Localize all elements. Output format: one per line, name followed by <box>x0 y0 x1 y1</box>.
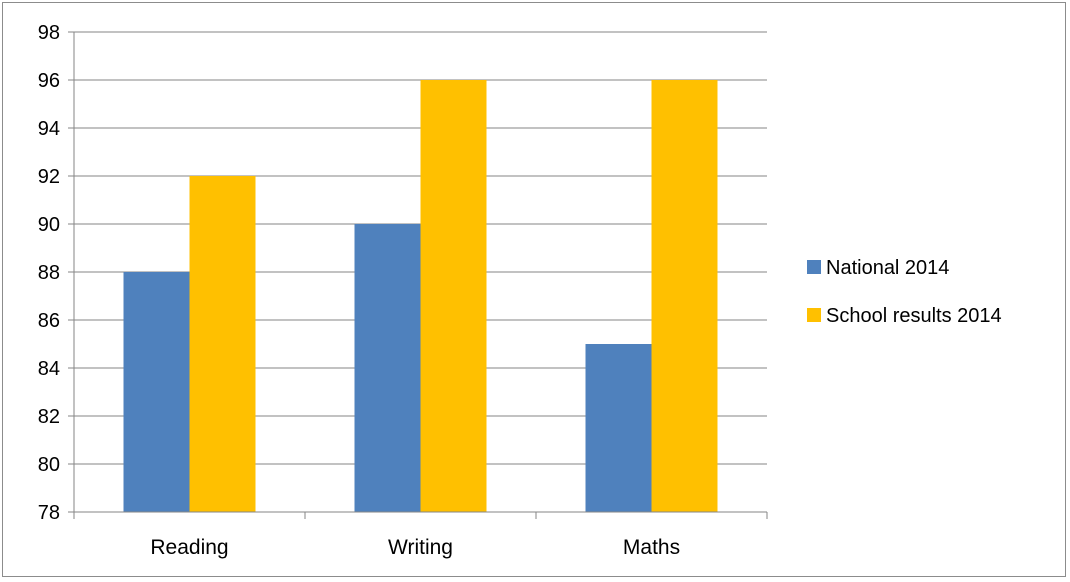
bar-reading-series-1 <box>123 272 190 512</box>
bars <box>123 80 718 512</box>
y-tick-label: 84 <box>38 358 60 380</box>
legend-label: School results 2014 <box>826 305 1002 327</box>
y-tick-label: 88 <box>38 262 60 284</box>
legend-swatch <box>807 260 821 274</box>
x-category-label: Writing <box>388 536 453 559</box>
bar-chart: 78 80 82 84 86 88 90 92 94 96 98 Reading Writing Mat… <box>38 22 1002 559</box>
y-tick-label: 90 <box>38 214 60 236</box>
x-category-label: Reading <box>150 536 228 559</box>
bar-writing-series-2 <box>420 80 487 512</box>
legend-label: National 2014 <box>826 257 949 279</box>
x-category-labels: Reading Writing Maths <box>150 536 680 559</box>
y-tick-label: 78 <box>38 502 60 524</box>
bar-maths-series-2 <box>651 80 718 512</box>
legend-swatch <box>807 308 821 322</box>
x-category-label: Maths <box>623 536 680 559</box>
y-tick-label: 94 <box>38 118 60 140</box>
y-tick-label: 98 <box>38 22 60 44</box>
axes <box>68 32 768 519</box>
y-tick-label: 80 <box>38 454 60 476</box>
y-tick-labels: 78 80 82 84 86 88 90 92 94 96 98 <box>38 22 60 524</box>
y-tick-label: 86 <box>38 310 60 332</box>
legend: National 2014 School results 2014 <box>807 257 1002 327</box>
bar-maths-series-1 <box>585 344 652 512</box>
y-tick-label: 96 <box>38 70 60 92</box>
y-tick-label: 82 <box>38 406 60 428</box>
bar-writing-series-1 <box>354 224 421 512</box>
bar-reading-series-2 <box>189 176 256 512</box>
y-tick-label: 92 <box>38 166 60 188</box>
